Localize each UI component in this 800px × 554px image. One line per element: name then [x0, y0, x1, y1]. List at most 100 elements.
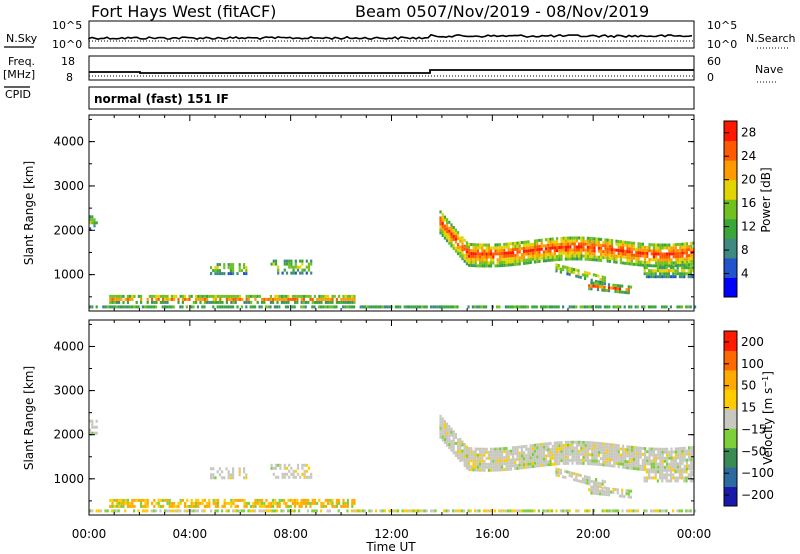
range-cell [611, 464, 614, 468]
range-cell [650, 269, 653, 273]
range-cell [694, 509, 697, 513]
range-cell [597, 484, 600, 488]
range-cell [131, 501, 134, 505]
range-cell [490, 255, 493, 259]
range-cell [288, 475, 291, 479]
range-cell [681, 455, 684, 459]
range-cell [283, 463, 286, 467]
range-cell [283, 472, 286, 476]
range-cell [672, 269, 675, 273]
range-cell [313, 294, 316, 298]
range-cell [527, 453, 530, 457]
range-cell [274, 259, 278, 263]
range-cell [487, 264, 490, 268]
range-cell [564, 452, 567, 456]
range-cell [452, 305, 455, 309]
range-cell [461, 254, 464, 258]
range-cell [216, 269, 219, 273]
range-cell [582, 452, 585, 456]
range-cell [525, 456, 528, 460]
range-cell [265, 305, 268, 309]
range-cell [272, 300, 275, 304]
noise-line [88, 33, 693, 41]
range-cell [306, 509, 309, 513]
range-cell [688, 455, 691, 459]
range-cell [166, 305, 169, 309]
range-cell [538, 461, 541, 465]
range-cell [646, 249, 649, 252]
range-cell [663, 468, 666, 472]
range-cell [470, 456, 473, 460]
range-cell [135, 498, 138, 502]
range-cell [353, 305, 356, 309]
range-cell [616, 488, 619, 492]
range-cell [446, 239, 449, 243]
range-cell [140, 504, 143, 508]
range-cell [361, 509, 364, 513]
range-cell [190, 504, 193, 508]
x-tick-label: 16:00 [475, 527, 510, 541]
range-cell [542, 305, 545, 309]
range-cell [278, 498, 281, 502]
range-cell [254, 294, 257, 298]
range-cell [679, 245, 682, 249]
range-cell [683, 266, 686, 270]
range-cell [483, 453, 486, 457]
range-cell [547, 454, 550, 458]
x-tick-label: 00:00 [72, 527, 107, 541]
range-cell [577, 275, 580, 279]
range-cell [492, 246, 495, 250]
range-cell [661, 465, 664, 469]
range-cell [168, 305, 171, 309]
range-cell [611, 257, 614, 261]
range-cell [547, 249, 550, 253]
range-cell [479, 462, 482, 466]
range-cell [206, 294, 209, 298]
range-cell [564, 245, 567, 249]
range-cell [529, 255, 532, 258]
range-cell [490, 258, 493, 262]
range-cell [551, 456, 554, 460]
range-cell [566, 272, 569, 276]
range-cell [656, 269, 659, 273]
range-cell [681, 257, 684, 261]
range-cell [146, 504, 149, 508]
range-cell [446, 425, 449, 429]
range-cell [618, 494, 622, 498]
range-cell [516, 445, 519, 449]
range-cell [562, 239, 565, 243]
range-cell [611, 446, 614, 450]
range-cell [294, 265, 297, 269]
range-cell [593, 456, 596, 460]
range-cell [316, 501, 319, 505]
range-cell [606, 259, 609, 263]
range-cell [548, 305, 551, 309]
range-cell [412, 509, 415, 513]
range-cell [551, 255, 554, 259]
range-cell [252, 504, 255, 508]
range-cell [641, 467, 644, 471]
range-cell [267, 509, 270, 513]
range-cell [518, 445, 521, 449]
range-cell [474, 456, 477, 460]
range-cell [648, 243, 651, 247]
range-cell [674, 275, 677, 279]
range-cell [546, 305, 549, 309]
range-cell [353, 509, 356, 513]
range-cell [505, 254, 508, 258]
range-cell [512, 461, 515, 465]
range-cell [657, 246, 660, 250]
range-cell [301, 259, 304, 263]
range-cell [296, 268, 300, 272]
range-cell [247, 294, 250, 298]
range-cell [608, 455, 611, 459]
range-cell [666, 465, 669, 469]
range-cell [551, 252, 554, 256]
range-cell [567, 236, 570, 240]
range-cell [592, 281, 595, 285]
range-cell [518, 509, 521, 513]
range-cell [472, 261, 475, 265]
range-cell [586, 509, 589, 513]
range-cell [619, 456, 622, 460]
